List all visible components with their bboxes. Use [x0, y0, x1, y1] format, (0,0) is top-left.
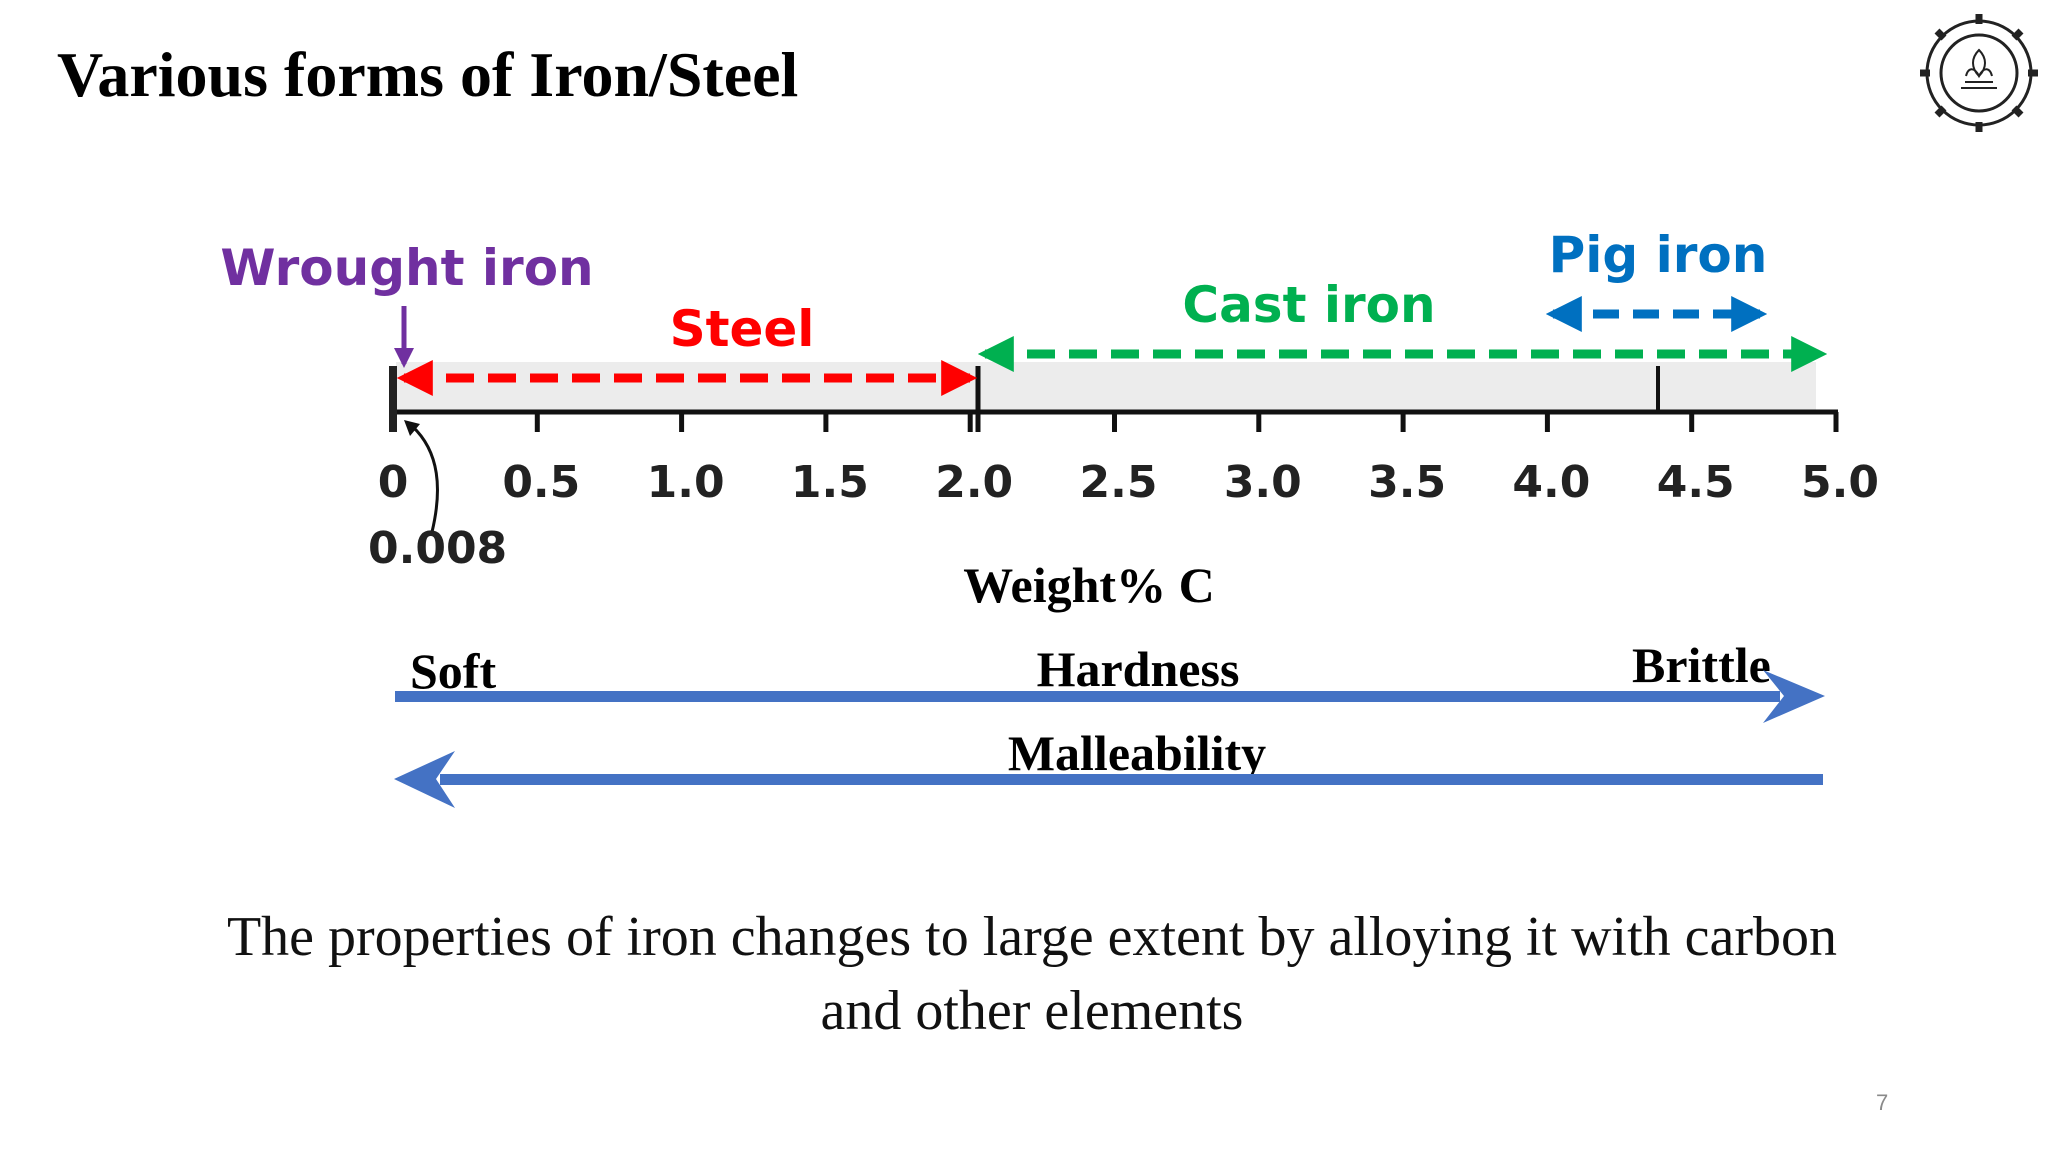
- tick-label: 1.5: [791, 457, 869, 508]
- tick-label: 3.0: [1224, 457, 1302, 508]
- soft-label: Soft: [410, 643, 496, 699]
- marker-curved-arrow: [410, 424, 439, 533]
- gear-emblem-icon: [1920, 14, 2038, 132]
- tick-label: 4.5: [1657, 457, 1735, 508]
- hardness-arrow-head: [1763, 670, 1825, 723]
- malleability-label: Malleability: [1008, 725, 1266, 781]
- tick-label: 3.5: [1368, 457, 1446, 508]
- axis-background-band: [396, 362, 1816, 412]
- caption: The properties of iron changes to large …: [124, 900, 1940, 1048]
- axis-ticks: [534, 412, 1839, 432]
- tick-label: 1.0: [647, 457, 725, 508]
- hardness-label: Hardness: [1037, 641, 1240, 697]
- axis-origin-block: [389, 366, 397, 432]
- marker-label: 0.008: [368, 523, 507, 574]
- slide-title: Various forms of Iron/Steel: [57, 39, 799, 110]
- wrought-iron-label: Wrought iron: [220, 239, 593, 297]
- caption-line-2: and other elements: [820, 980, 1244, 1042]
- institute-logo: [1920, 14, 2038, 132]
- tick-label: 2.5: [1080, 457, 1158, 508]
- malleability-arrow-shaft: [440, 774, 1823, 785]
- pig-iron-label: Pig iron: [1549, 226, 1768, 284]
- tick-label: 0: [378, 457, 409, 508]
- tick-label: 5.0: [1801, 457, 1879, 508]
- marker-arrow-head: [404, 420, 420, 436]
- malleability-arrow-head: [394, 751, 455, 808]
- tick-label: 4.0: [1512, 457, 1590, 508]
- slide-number: 7: [1876, 1090, 1889, 1115]
- steel-label: Steel: [670, 300, 815, 358]
- axis-label: Weight% C: [963, 557, 1214, 613]
- hardness-arrow-shaft: [395, 691, 1780, 702]
- caption-line-1: The properties of iron changes to large …: [226, 906, 1838, 968]
- tick-label: 2.0: [935, 457, 1013, 508]
- brittle-label: Brittle: [1632, 637, 1771, 693]
- axis-tick-labels: 0 0.5 1.0 1.5 2.0 2.5 3.0 3.5 4.0 4.5 5.…: [378, 457, 1879, 508]
- cast-iron-label: Cast iron: [1182, 276, 1435, 334]
- tick-label: 0.5: [502, 457, 580, 508]
